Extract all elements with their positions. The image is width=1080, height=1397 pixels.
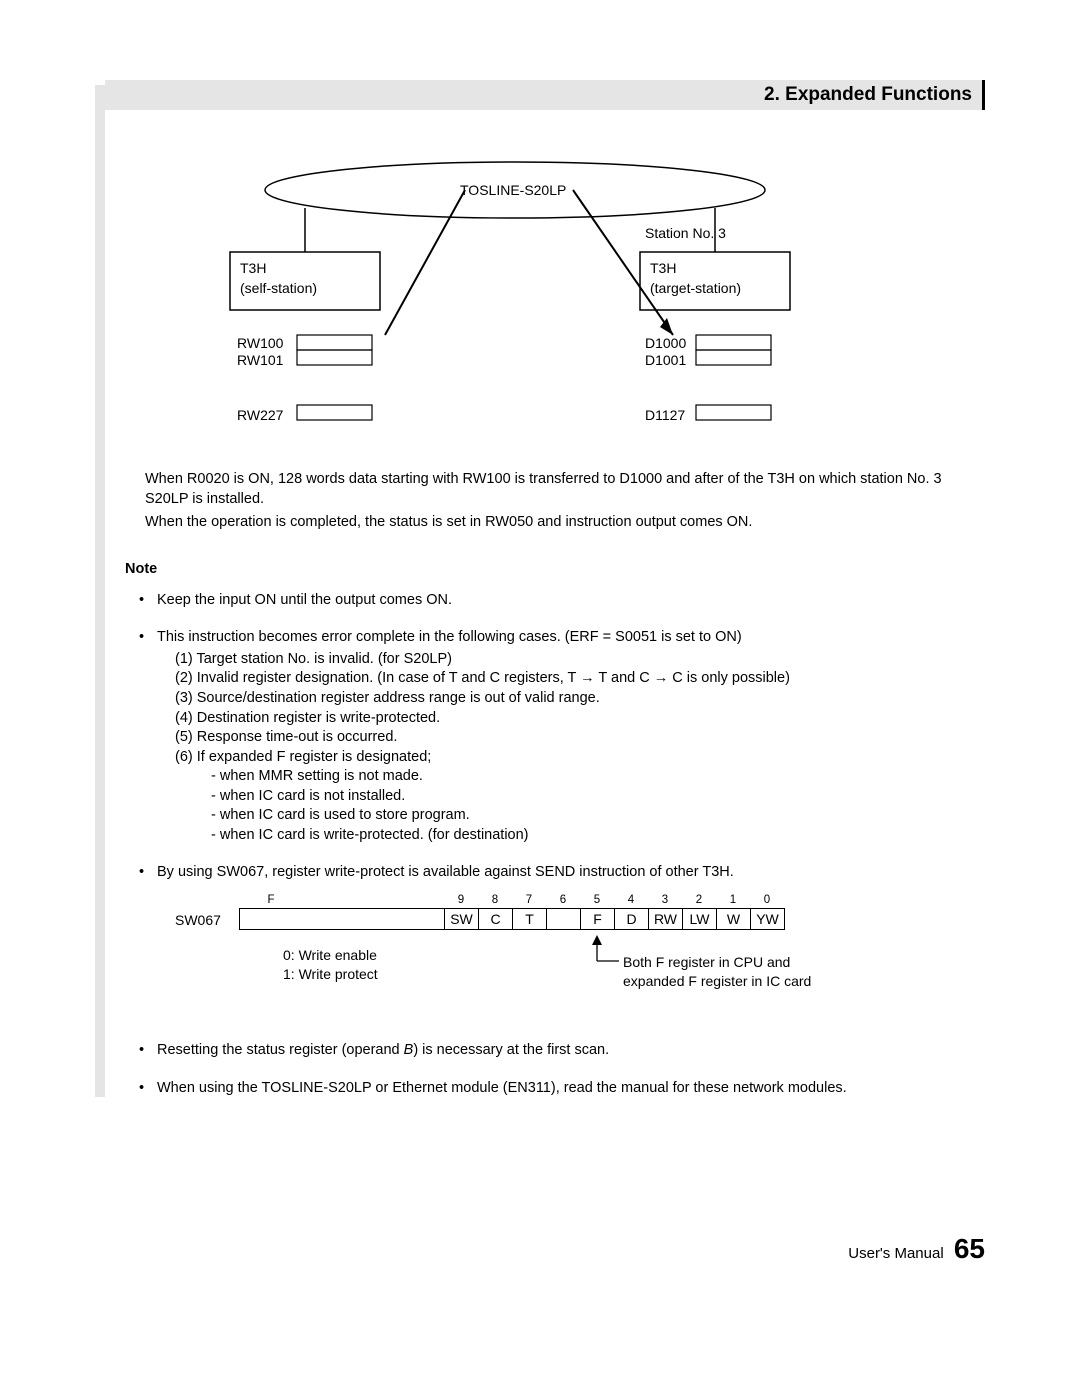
right-box-line1: T3H bbox=[650, 260, 676, 276]
note-item-1: Keep the input ON until the output comes… bbox=[139, 591, 985, 611]
note-item-5: When using the TOSLINE-S20LP or Ethernet… bbox=[139, 1079, 985, 1099]
sub-1: (1) Target station No. is invalid. (for … bbox=[175, 650, 985, 670]
station-number-label: Station No. 3 bbox=[645, 225, 726, 241]
sub-3: (3) Source/destination register address … bbox=[175, 689, 985, 709]
dash-3: - when IC card is used to store program. bbox=[211, 806, 985, 826]
sub-5: (5) Response time-out is occurred. bbox=[175, 728, 985, 748]
right-reg-0: D1000 bbox=[645, 335, 686, 351]
dash-1: - when MMR setting is not made. bbox=[211, 767, 985, 787]
left-reg-2: RW227 bbox=[237, 407, 283, 423]
note-item-3: By using SW067, register write-protect i… bbox=[139, 863, 985, 1023]
sub-6: (6) If expanded F register is designated… bbox=[175, 748, 985, 768]
right-reg-1: D1001 bbox=[645, 352, 686, 368]
left-box-line1: T3H bbox=[240, 260, 266, 276]
note-2-sublist: (1) Target station No. is invalid. (for … bbox=[157, 650, 985, 846]
right-box-line2: (target-station) bbox=[650, 280, 741, 296]
dash-4: - when IC card is write-protected. (for … bbox=[211, 826, 985, 846]
legend-1: 1: Write protect bbox=[283, 965, 378, 984]
legend-right-1: expanded F register in IC card bbox=[623, 972, 811, 991]
paragraph-1: When R0020 is ON, 128 words data startin… bbox=[145, 470, 985, 509]
network-label: TOSLINE-S20LP bbox=[460, 182, 566, 198]
note-4-post: ) is necessary at the first scan. bbox=[413, 1042, 609, 1058]
paragraph-2: When the operation is completed, the sta… bbox=[145, 513, 985, 533]
note-list: Keep the input ON until the output comes… bbox=[139, 591, 985, 1098]
dash-2: - when IC card is not installed. bbox=[211, 787, 985, 807]
sub-4: (4) Destination register is write-protec… bbox=[175, 709, 985, 729]
note-item-2-text: This instruction becomes error complete … bbox=[157, 629, 742, 645]
sub-2: (2) Invalid register designation. (In ca… bbox=[175, 669, 985, 689]
note-4-pre: Resetting the status register (operand bbox=[157, 1042, 404, 1058]
note-4-it: B bbox=[404, 1042, 414, 1058]
page-footer: User's Manual 65 bbox=[848, 1233, 985, 1265]
content: TOSLINE-S20LP Station No. 3 T3H (self-st… bbox=[125, 160, 985, 1098]
left-reg-0: RW100 bbox=[237, 335, 283, 351]
footer-manual: User's Manual bbox=[848, 1245, 943, 1262]
note-heading: Note bbox=[125, 561, 985, 577]
note-item-3-text: By using SW067, register write-protect i… bbox=[157, 864, 734, 880]
note-item-4: Resetting the status register (operand B… bbox=[139, 1041, 985, 1061]
legend-right-0: Both F register in CPU and bbox=[623, 953, 790, 972]
network-diagram: TOSLINE-S20LP Station No. 3 T3H (self-st… bbox=[155, 160, 955, 450]
left-reg-1: RW101 bbox=[237, 352, 283, 368]
page: 2. Expanded Functions bbox=[0, 0, 1080, 1320]
side-gray-bar bbox=[95, 85, 105, 1097]
sw067-bit-diagram: SW067 F 9 8 7 6 5 4 3 2 1 0 SW C bbox=[175, 893, 915, 1023]
note-item-2: This instruction becomes error complete … bbox=[139, 628, 985, 845]
legend-0: 0: Write enable bbox=[283, 946, 377, 965]
footer-page-number: 65 bbox=[954, 1233, 985, 1264]
right-reg-2: D1127 bbox=[645, 407, 685, 423]
chapter-header: 2. Expanded Functions bbox=[105, 80, 985, 110]
left-box-line2: (self-station) bbox=[240, 280, 317, 296]
